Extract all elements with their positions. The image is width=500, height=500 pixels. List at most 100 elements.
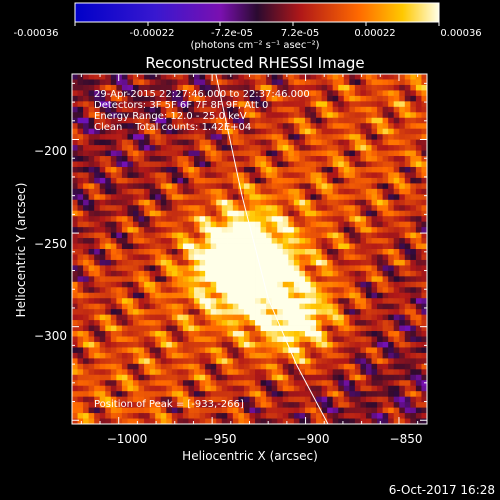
heatmap-cell — [138, 95, 145, 102]
heatmap-cell — [310, 254, 317, 261]
heatmap-cell — [94, 210, 101, 217]
heatmap-cell — [205, 358, 212, 365]
heatmap-cell — [94, 358, 101, 365]
heatmap-cell — [221, 145, 228, 151]
heatmap-cell — [360, 320, 367, 326]
heatmap-cell — [277, 74, 284, 80]
heatmap-cell — [138, 166, 145, 173]
heatmap-cell — [404, 385, 411, 392]
heatmap-cell — [365, 156, 372, 162]
heatmap-cell — [199, 358, 206, 365]
heatmap-cell — [166, 183, 173, 190]
heatmap-cell — [177, 199, 184, 206]
heatmap-cell — [399, 227, 406, 233]
heatmap-cell — [415, 106, 422, 113]
heatmap-cell — [321, 254, 328, 261]
heatmap-cell — [410, 177, 417, 184]
heatmap-cell — [121, 380, 128, 387]
heatmap-cell — [382, 74, 389, 80]
heatmap-cell — [199, 276, 206, 283]
heatmap-cell — [88, 385, 95, 392]
heatmap-cell — [332, 396, 339, 403]
heatmap-cell — [188, 341, 195, 348]
heatmap-cell — [155, 166, 162, 173]
heatmap-cell — [321, 407, 328, 414]
heatmap-cell — [177, 347, 184, 354]
heatmap-cell — [160, 374, 167, 381]
heatmap-cell — [377, 336, 384, 343]
heatmap-cell — [99, 309, 106, 316]
heatmap-cell — [349, 150, 356, 157]
heatmap-cell — [388, 232, 395, 239]
heatmap-cell — [144, 402, 151, 408]
heatmap-cell — [266, 380, 273, 387]
heatmap-cell — [277, 358, 284, 365]
heatmap-cell — [177, 188, 184, 195]
heatmap-cell — [404, 347, 411, 354]
heatmap-cell — [304, 358, 311, 365]
heatmap-cell — [149, 265, 156, 272]
heatmap-cell — [365, 139, 372, 146]
heatmap-cell — [377, 281, 384, 288]
heatmap-cell — [277, 177, 284, 184]
heatmap-cell — [194, 210, 200, 217]
heatmap-cell — [188, 391, 195, 398]
heatmap-cell — [382, 156, 389, 162]
heatmap-cell — [194, 90, 200, 97]
heatmap-cell — [227, 74, 234, 80]
heatmap-cell — [160, 243, 167, 250]
heatmap-cell — [421, 358, 427, 365]
heatmap-cell — [194, 123, 200, 130]
heatmap-cell — [360, 106, 367, 113]
heatmap-cell — [88, 347, 95, 354]
heatmap-cell — [360, 336, 367, 343]
heatmap-cell — [388, 407, 395, 414]
heatmap-cell — [371, 391, 378, 398]
heatmap-cell — [110, 210, 117, 217]
heatmap-cell — [249, 90, 256, 97]
heatmap-cell — [249, 385, 256, 392]
heatmap-cell — [121, 287, 128, 294]
heatmap-cell — [399, 112, 406, 119]
heatmap-cell — [316, 84, 323, 91]
heatmap-cell — [177, 331, 184, 337]
heatmap-cell — [72, 413, 78, 419]
heatmap-cell — [399, 270, 406, 277]
heatmap-cell — [194, 243, 200, 250]
heatmap-cell — [116, 396, 123, 403]
heatmap-cell — [354, 90, 361, 97]
heatmap-cell — [304, 117, 311, 124]
heatmap-cell — [304, 243, 311, 250]
heatmap-cell — [277, 363, 284, 370]
heatmap-cell — [105, 101, 112, 108]
heatmap-cell — [271, 254, 278, 261]
heatmap-cell — [177, 374, 184, 381]
heatmap-cell — [94, 320, 101, 326]
heatmap-cell — [382, 183, 389, 190]
heatmap-cell — [127, 320, 134, 326]
heatmap-cell — [243, 369, 250, 376]
heatmap-cell — [277, 407, 284, 414]
heatmap-cell — [249, 265, 256, 272]
heatmap-cell — [94, 74, 101, 80]
heatmap-cell — [282, 177, 289, 184]
heatmap-cell — [255, 95, 261, 102]
heatmap-cell — [338, 199, 345, 206]
heatmap-cell — [210, 265, 217, 272]
heatmap-cell — [271, 303, 278, 310]
heatmap-cell — [371, 270, 378, 277]
heatmap-cell — [343, 292, 350, 299]
heatmap-cell — [238, 249, 245, 255]
heatmap-cell — [72, 74, 78, 80]
heatmap-cell — [332, 352, 339, 359]
heatmap-cell — [332, 84, 339, 91]
heatmap-cell — [177, 380, 184, 387]
heatmap-cell — [133, 79, 139, 86]
heatmap-cell — [288, 347, 295, 354]
heatmap-cell — [249, 221, 256, 228]
heatmap-cell — [299, 325, 306, 332]
heatmap-cell — [382, 292, 389, 299]
heatmap-cell — [155, 106, 162, 113]
heatmap-cell — [232, 232, 239, 239]
heatmap-cell — [72, 101, 78, 108]
